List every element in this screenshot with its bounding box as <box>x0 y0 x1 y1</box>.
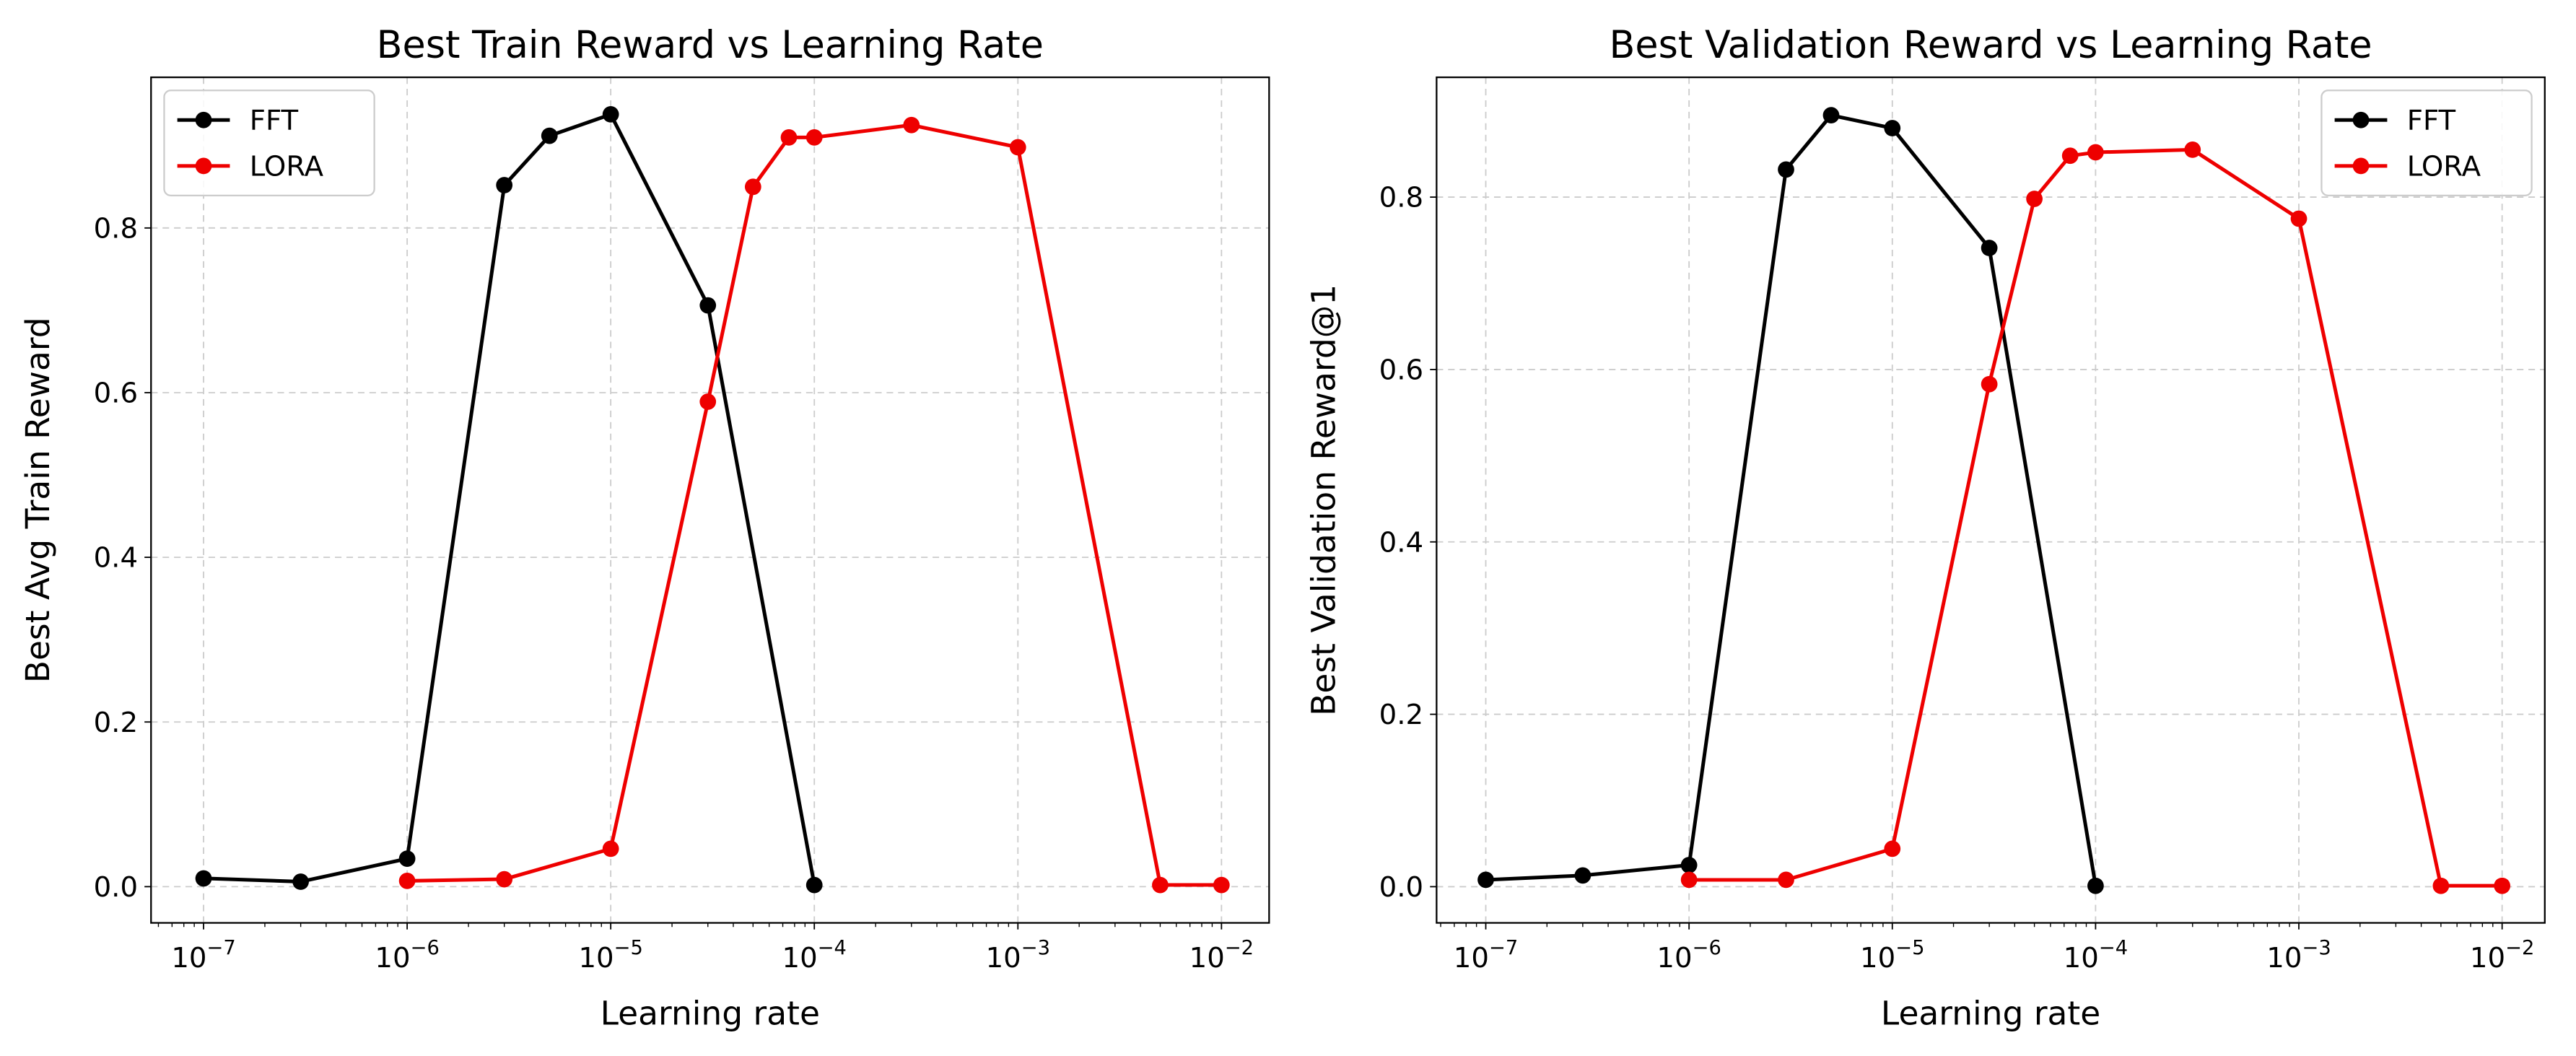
chart-title: Best Train Reward vs Learning Rate <box>377 23 1044 67</box>
data-point <box>1009 139 1026 156</box>
data-point <box>1574 867 1592 884</box>
data-point <box>744 178 761 196</box>
data-point <box>1822 107 1840 124</box>
legend-marker <box>2352 157 2370 175</box>
legend-marker <box>2352 111 2370 128</box>
chart-1: 0.0 0.2 0.4 0.6 0.8 10−7 10−6 10−5 10−4 10−3 10−2 B… <box>19 23 1270 1033</box>
y-tick-label: 0.8 <box>94 212 138 245</box>
series-line <box>1485 113 2097 886</box>
data-point <box>699 297 717 314</box>
data-point <box>1213 876 1230 894</box>
data-point <box>805 876 823 894</box>
y-axis-label: Best Avg Train Reward <box>19 317 57 683</box>
x-axis-label: Learning rate <box>601 995 820 1033</box>
x-tick-label: 10−5 <box>578 937 642 974</box>
y-axis-label: Best Validation Reward@1 <box>1304 284 1342 716</box>
x-tick-label: 10−3 <box>986 937 1050 974</box>
x-tick-label: 10−7 <box>171 937 235 974</box>
legend-box <box>2320 90 2533 197</box>
data-point <box>805 128 823 146</box>
data-point <box>903 116 920 134</box>
data-point <box>496 177 513 193</box>
data-point <box>1778 161 1794 178</box>
y-tick-label: 0.6 <box>1379 354 1423 387</box>
series-lora <box>398 116 1230 894</box>
x-tick-label: 10−2 <box>1189 937 1254 974</box>
x-tick-label: 10−3 <box>2266 937 2331 974</box>
data-point <box>699 393 717 410</box>
legend: FFT LORA <box>2320 90 2533 197</box>
y-tick-label: 0.6 <box>94 378 138 410</box>
y-tick-label: 0.2 <box>1379 699 1423 731</box>
data-point <box>2061 147 2079 165</box>
data-point <box>1477 871 1494 889</box>
x-tick-label: 10−6 <box>1656 937 1721 974</box>
legend-marker <box>195 111 212 128</box>
data-point <box>2184 141 2201 158</box>
data-point <box>1680 857 1698 873</box>
legend-box <box>163 90 375 197</box>
data-point <box>398 873 416 889</box>
data-point <box>2087 877 2104 894</box>
data-point <box>2494 877 2511 894</box>
data-point <box>496 870 513 888</box>
legend: FFT LORA <box>163 90 375 197</box>
data-point <box>1884 120 1901 136</box>
data-point <box>780 128 798 146</box>
series-line <box>203 113 816 886</box>
data-point <box>2432 877 2450 894</box>
legend-label: FFT <box>250 105 299 137</box>
series-fft <box>195 106 823 894</box>
y-tick-label: 0.2 <box>94 707 138 739</box>
data-point <box>1778 871 1794 889</box>
data-point <box>2290 210 2308 227</box>
data-point <box>195 870 212 887</box>
axes-frame <box>150 76 1270 924</box>
data-point <box>1680 871 1698 889</box>
y-tick-label: 0.4 <box>1379 526 1423 559</box>
y-tick-label: 0.0 <box>94 871 138 904</box>
data-point <box>398 850 416 867</box>
x-tick-label: 10−7 <box>1454 937 1518 974</box>
y-tick-label: 0.8 <box>1379 182 1423 214</box>
data-point <box>1152 876 1169 894</box>
legend-label: LORA <box>250 151 324 183</box>
axes-frame <box>1436 76 2546 924</box>
x-tick-label: 10−2 <box>2470 937 2534 974</box>
data-point <box>2087 144 2104 161</box>
legend-label: LORA <box>2407 151 2481 183</box>
chart-2: 0.0 0.2 0.4 0.6 0.8 10−7 10−6 10−5 10−4 10−3 10−2 B… <box>1304 23 2546 1033</box>
series-lora <box>1680 141 2511 894</box>
legend-label: FFT <box>2407 105 2456 137</box>
x-tick-label: 10−4 <box>782 937 847 974</box>
series-fft <box>1477 107 2104 894</box>
x-axis-label: Learning rate <box>1881 995 2100 1033</box>
data-point <box>292 873 309 890</box>
y-tick-label: 0.0 <box>1379 871 1423 904</box>
x-tick-label: 10−6 <box>375 937 439 974</box>
legend-marker <box>195 157 212 175</box>
data-point <box>2026 191 2043 207</box>
chart-title: Best Validation Reward vs Learning Rate <box>1610 23 2372 67</box>
x-tick-label: 10−4 <box>2064 937 2128 974</box>
data-point <box>541 127 558 144</box>
x-tick-label: 10−5 <box>1860 937 1924 974</box>
data-point <box>602 106 619 123</box>
data-point <box>602 840 619 858</box>
y-tick-label: 0.4 <box>94 542 138 575</box>
data-point <box>1981 375 1998 393</box>
data-point <box>1981 240 1998 256</box>
data-point <box>1884 840 1901 858</box>
